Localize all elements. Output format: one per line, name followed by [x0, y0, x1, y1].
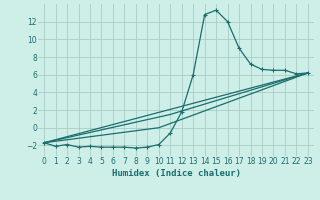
X-axis label: Humidex (Indice chaleur): Humidex (Indice chaleur) [111, 169, 241, 178]
